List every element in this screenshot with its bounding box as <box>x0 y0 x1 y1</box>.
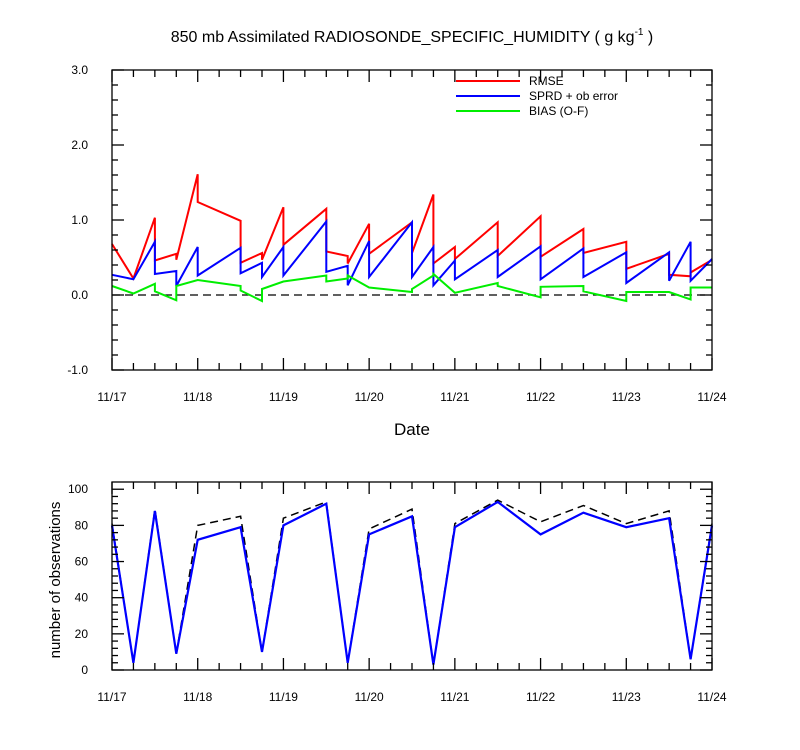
bottom-plot-frame <box>111 481 713 671</box>
top-plot-area: -1.00.01.02.03.0 11/17 11/18 11/19 11/20 11/… <box>67 63 727 404</box>
series-line-assimilated-observations <box>110 500 714 665</box>
top-x-tick-label: 11/21 <box>440 390 469 404</box>
bottom-x-tick-labels: 11/17 11/18 11/19 11/20 11/21 11/22 11/23 11/24 <box>97 690 726 704</box>
bottom-axis-ticks <box>111 482 713 671</box>
top-y-tick-label: 0.0 <box>71 288 88 302</box>
top-y-tick-label: -1.0 <box>67 363 88 377</box>
bot-y-tick-label: 20 <box>75 627 89 641</box>
legend-label-rmse: RMSE <box>529 74 564 88</box>
bot-y-tick-label: 60 <box>75 555 89 569</box>
top-plot-frame <box>111 69 713 371</box>
top-y-tick-label: 2.0 <box>71 138 88 152</box>
top-x-tick-label: 11/20 <box>355 390 384 404</box>
bot-x-tick-label: 11/24 <box>697 690 726 704</box>
top-x-tick-label: 11/24 <box>697 390 726 404</box>
bot-x-tick-label: 11/18 <box>183 690 212 704</box>
bot-x-tick-label: 11/17 <box>97 690 126 704</box>
bot-x-tick-label: 11/23 <box>612 690 641 704</box>
bot-y-tick-label: 100 <box>68 482 88 496</box>
y-axis-label-observations: number of observations <box>47 502 64 659</box>
top-x-tick-label: 11/23 <box>612 390 641 404</box>
top-x-tick-label: 11/18 <box>183 390 212 404</box>
bot-x-tick-label: 11/21 <box>440 690 469 704</box>
bot-x-tick-label: 11/20 <box>355 690 384 704</box>
bot-y-tick-label: 40 <box>75 591 89 605</box>
top-y-tick-label: 1.0 <box>71 213 88 227</box>
series-line-bias-o-f <box>111 271 712 303</box>
top-axis-ticks <box>111 69 713 371</box>
bot-y-tick-label: 0 <box>81 663 88 677</box>
chart-title: 850 mb Assimilated RADIOSONDE_SPECIFIC_H… <box>171 27 654 46</box>
bot-y-tick-label: 80 <box>75 518 89 532</box>
bottom-y-tick-labels: 0 20 40 60 80 100 <box>68 482 88 677</box>
top-x-tick-label: 11/19 <box>269 390 298 404</box>
top-x-tick-label: 11/17 <box>97 390 126 404</box>
top-x-tick-label: 11/22 <box>526 390 555 404</box>
x-axis-label: Date <box>394 420 430 439</box>
bot-x-tick-label: 11/19 <box>269 690 298 704</box>
legend-label-sprd-ob-error: SPRD + ob error <box>529 89 618 103</box>
bottom-series-group <box>110 499 714 665</box>
top-y-tick-label: 3.0 <box>71 63 88 77</box>
series-line-sprd-ob-error <box>111 218 713 288</box>
legend-label-bias-o-f: BIAS (O-F) <box>529 104 588 118</box>
top-series-group <box>111 173 713 303</box>
top-x-tick-labels: 11/17 11/18 11/19 11/20 11/21 11/22 11/23 11/24 <box>97 390 726 404</box>
top-y-tick-labels: -1.0 0.0 1.0 2.0 3.0 <box>67 63 88 377</box>
bot-x-tick-label: 11/22 <box>526 690 555 704</box>
